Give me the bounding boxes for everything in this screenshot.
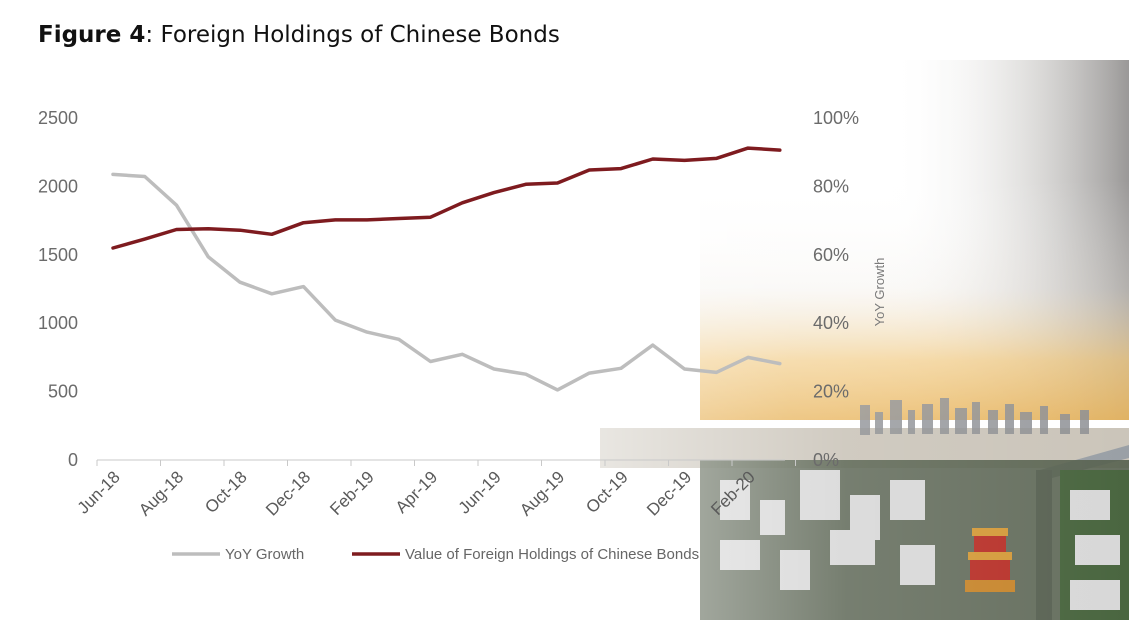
right-axis-ticks: 0% 20% 40% 60% 80% 100%	[813, 108, 859, 470]
left-tick-label: 1500	[38, 245, 78, 265]
x-tick-label: Dec-19	[643, 467, 695, 519]
x-tick-label: Jun-18	[74, 467, 124, 517]
x-tick-label: Apr-19	[392, 467, 442, 517]
left-tick-label: 500	[48, 382, 78, 402]
left-axis-ticks: 0 500 1000 1500 2000 2500	[38, 108, 78, 470]
right-tick-label: 20%	[813, 382, 849, 402]
right-tick-label: 60%	[813, 245, 849, 265]
legend-label-yoy: YoY Growth	[225, 546, 304, 563]
x-tick-label: Feb-20	[707, 467, 759, 519]
series-lines	[111, 146, 782, 392]
right-tick-label: 80%	[813, 176, 849, 196]
left-tick-label: 1000	[38, 313, 78, 333]
x-tick-label: Oct-19	[582, 467, 632, 517]
right-tick-label: 0%	[813, 450, 839, 470]
legend-label-holdings: Value of Foreign Holdings of Chinese Bon…	[405, 546, 699, 563]
figure-title-text: Foreign Holdings of Chinese Bonds	[153, 22, 560, 48]
x-tick-label: Dec-18	[262, 467, 314, 519]
x-axis-ticks: Jun-18 Aug-18 Oct-18 Dec-18 Feb-19 Apr-19 Jun-…	[74, 467, 759, 519]
left-tick-label: 2000	[38, 176, 78, 196]
right-axis-title: YoY Growth	[872, 258, 887, 327]
x-tick-label: Oct-18	[201, 467, 251, 517]
series-line-foreign-holdings	[111, 146, 782, 250]
x-tick-label: Feb-19	[326, 467, 378, 519]
series-line-yoy-growth	[111, 172, 782, 392]
x-axis-tick-marks	[96, 460, 796, 466]
figure-title-separator: :	[145, 22, 154, 48]
x-tick-label: Aug-19	[516, 467, 568, 519]
x-tick-label: Aug-18	[135, 467, 187, 519]
left-tick-label: 0	[68, 450, 78, 470]
left-tick-label: 2500	[38, 108, 78, 128]
legend: YoY Growth Value of Foreign Holdings of …	[172, 546, 699, 563]
right-tick-label: 100%	[813, 108, 859, 128]
figure-label: Figure 4	[38, 22, 146, 48]
x-tick-label: Jun-19	[455, 467, 505, 517]
figure-title: Figure 4: Foreign Holdings of Chinese Bo…	[38, 22, 560, 48]
right-tick-label: 40%	[813, 313, 849, 333]
